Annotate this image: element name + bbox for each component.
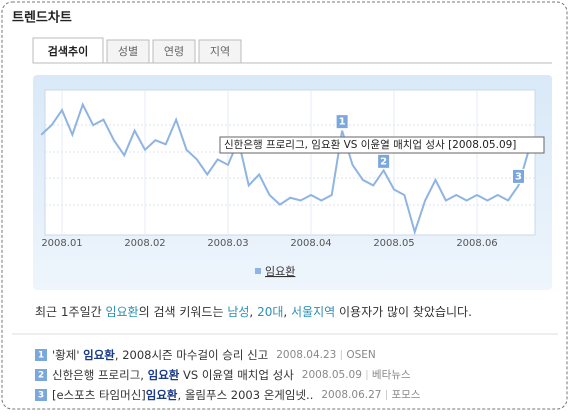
tab[interactable] [152,39,196,64]
tab-label[interactable]: 연령 [164,45,184,58]
news-badge [35,369,47,381]
news-title-part[interactable]: 임요환 [148,368,180,382]
news-source: 베타뉴스 [372,369,411,381]
x-tick-label: 2008.02 [124,238,165,249]
tab-label[interactable]: 검색추이 [48,44,88,58]
tabs: 검색추이 성별 연령 지역 [32,37,242,64]
news-title-part[interactable]: [e스포츠 타임머신] [52,388,146,402]
news-number: 2 [38,371,44,381]
summary-part: 최근 1주일간 [35,305,105,319]
event-marker[interactable] [512,168,525,184]
event-marker-label[interactable]: 1 [339,117,346,128]
news-date: 2008.04.23 [276,349,336,361]
x-tick-label: 2008.06 [456,238,497,249]
event-marker[interactable] [335,114,349,130]
x-tick-label: 2008.04 [290,238,331,249]
widget-title: 트렌드차트 [12,10,72,26]
news-title-part[interactable]: , 2008시즌 마수걸이 승리 신고 [115,348,268,362]
news-date: 2008.05.09 [302,369,362,381]
news-badge [35,389,47,401]
summary-part: 이용자가 많이 찾았습니다. [335,305,472,319]
event-marker-label[interactable]: 2 [380,156,387,167]
tooltip-box [219,136,545,154]
tab[interactable] [106,39,150,64]
legend-label[interactable]: 임요환 [265,265,295,278]
trend-line [40,102,530,236]
summary-part: , [283,305,291,319]
tab-label[interactable]: 성별 [118,45,138,58]
news-title-part[interactable]: VS 이윤열 매치업 성사 [179,368,294,382]
tab[interactable] [32,37,104,64]
news-source: 포모스 [391,389,420,401]
news-list: 1 '황제' 임요환, 2008시즌 마수걸이 승리 신고 2008.04.23 OS… [35,348,421,402]
news-title[interactable]: '황제' 임요환, 2008시즌 마수걸이 승리 신고 [52,348,268,362]
tab[interactable] [198,39,242,64]
news-title-part[interactable]: 임요환 [83,348,115,362]
summary-part[interactable]: 서울지역 [291,305,335,319]
chart: 2008.01 2008.02 2008.03 2008.04 2008.05 2008.… [40,90,545,278]
summary-part[interactable]: 남성 [227,305,249,319]
tooltip-text: 신한은행 프로리그, 임요환 VS 이윤열 매치업 성사 [2008.05.09… [224,138,516,151]
plot-area [44,89,536,236]
tab-label[interactable]: 지역 [210,45,230,58]
news-title-part[interactable]: , 올림푸스 2003 온게임넷.. [178,388,314,402]
news-number: 3 [38,391,44,401]
summary: 최근 1주일간 임요환의 검색 키워드는 남성, 20대, 서울지역 이용자가 … [35,305,472,319]
news-title-part[interactable]: 임요환 [146,388,178,402]
news-title[interactable]: 신한은행 프로리그, 임요환 VS 이윤열 매치업 성사 [52,368,294,382]
event-marker[interactable] [377,153,391,169]
summary-part[interactable]: 임요환 [105,305,138,319]
summary-part: , [249,305,257,319]
news-date: 2008.06.27 [321,389,381,401]
news-title-part[interactable]: 신한은행 프로리그, [52,368,148,382]
news-title-part[interactable]: '황제' [52,348,83,362]
summary-part[interactable]: 20대 [257,305,283,319]
news-number: 1 [38,351,44,361]
x-tick-label: 2008.01 [41,238,82,249]
legend-swatch [255,268,261,274]
summary-part: 의 검색 키워드는 [139,305,228,319]
news-title[interactable]: [e스포츠 타임머신]임요환, 올림푸스 2003 온게임넷.. [52,388,313,402]
event-marker-label[interactable]: 3 [515,171,522,182]
x-tick-label: 2008.05 [373,238,414,249]
x-tick-label: 2008.03 [207,238,248,249]
news-source: OSEN [346,349,375,361]
news-badge [35,349,47,361]
